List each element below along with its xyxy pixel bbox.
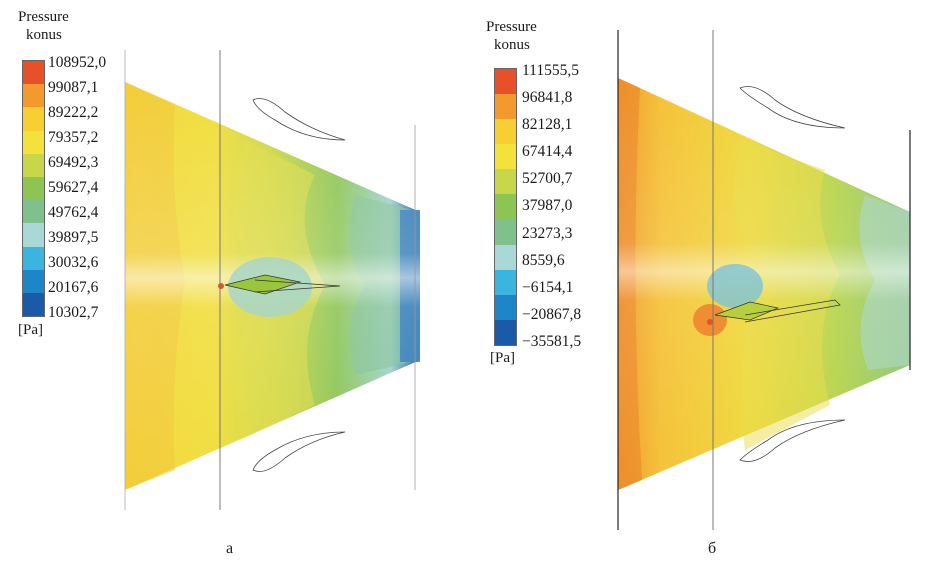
colorbar-value: 30032,6 (48, 254, 99, 271)
colorbar-swatch (23, 176, 44, 201)
colorbar-value: −35581,5 (522, 332, 582, 350)
pressure-field-a (124, 50, 420, 510)
colorbar (494, 68, 517, 346)
pressure-field-b (617, 30, 911, 530)
colorbar-swatch (495, 119, 516, 145)
colorbar-value: 79357,2 (48, 129, 99, 146)
blade-profile-top (252, 98, 346, 141)
colorbar-swatch (495, 194, 516, 220)
colorbar-swatch (23, 153, 44, 177)
panel-b: Pressure konus 111555,5 96841,8 82128,1 674… (470, 0, 935, 567)
colorbar-swatch (495, 319, 516, 346)
colorbar-value: 39897,5 (48, 229, 99, 246)
colorbar-swatch (495, 244, 516, 270)
colorbar-value: 20167,6 (48, 279, 99, 296)
panel-caption: а (226, 540, 234, 557)
body-outline (224, 274, 302, 295)
colorbar-swatch (495, 144, 516, 170)
body-outline (714, 301, 780, 321)
colorbar-value: 67414,4 (522, 143, 573, 161)
colorbar-swatch (23, 223, 44, 247)
colorbar (22, 60, 45, 317)
panel-a: Pressure konus 108952,0 99087,1 89222,2 793… (0, 0, 460, 567)
colorbar-swatch (23, 200, 44, 224)
wake-region (707, 264, 763, 308)
legend-title: Pressure konus (18, 9, 69, 43)
colorbar-swatch (23, 84, 44, 108)
colorbar-value: 108952,0 (48, 54, 107, 71)
colorbar-swatch (495, 94, 516, 120)
colorbar-value: 37987,0 (522, 197, 573, 215)
blade-profile-top (739, 86, 846, 129)
unit-label: [Pa] (18, 322, 43, 338)
colorbar-value: 10302,7 (48, 304, 99, 321)
colorbar-value: 52700,7 (522, 170, 573, 188)
colorbar-value: −6154,1 (522, 278, 574, 296)
blade-profile-bottom (252, 431, 346, 472)
colorbar-value: 69492,3 (48, 154, 99, 171)
colorbar-value: 96841,8 (522, 89, 573, 107)
colorbar-swatch (23, 292, 44, 317)
colorbar-swatch (23, 130, 44, 154)
colorbar-value: 89222,2 (48, 104, 99, 121)
colorbar-swatch (23, 246, 44, 270)
colorbar-value: 23273,3 (522, 224, 573, 242)
colorbar-swatch (23, 107, 44, 131)
colorbar-swatch (495, 294, 516, 320)
colorbar-labels: 108952,0 99087,1 89222,2 79357,2 69492,3 5962… (48, 54, 107, 321)
colorbar-labels: 111555,5 96841,8 82128,1 67414,4 52700,7 3798… (522, 63, 581, 349)
colorbar-value: 99087,1 (48, 79, 99, 96)
blade-profile-bottom (739, 419, 846, 462)
colorbar-swatch (495, 219, 516, 245)
colorbar-swatch (495, 69, 516, 95)
colorbar-value: −20867,8 (522, 305, 582, 323)
colorbar-swatch (23, 61, 44, 85)
legend-title: Pressure konus (486, 19, 537, 53)
colorbar-value: 8559,6 (522, 251, 565, 269)
colorbar-value: 59627,4 (48, 179, 99, 196)
panel-caption: б (708, 540, 717, 557)
colorbar-value: 111555,5 (522, 62, 579, 79)
colorbar-value: 82128,1 (522, 116, 573, 134)
colorbar-swatch (495, 269, 516, 295)
colorbar-swatch (495, 169, 516, 195)
colorbar-swatch (23, 269, 44, 293)
unit-label: [Pa] (490, 350, 515, 366)
colorbar-value: 49762,4 (48, 204, 99, 221)
